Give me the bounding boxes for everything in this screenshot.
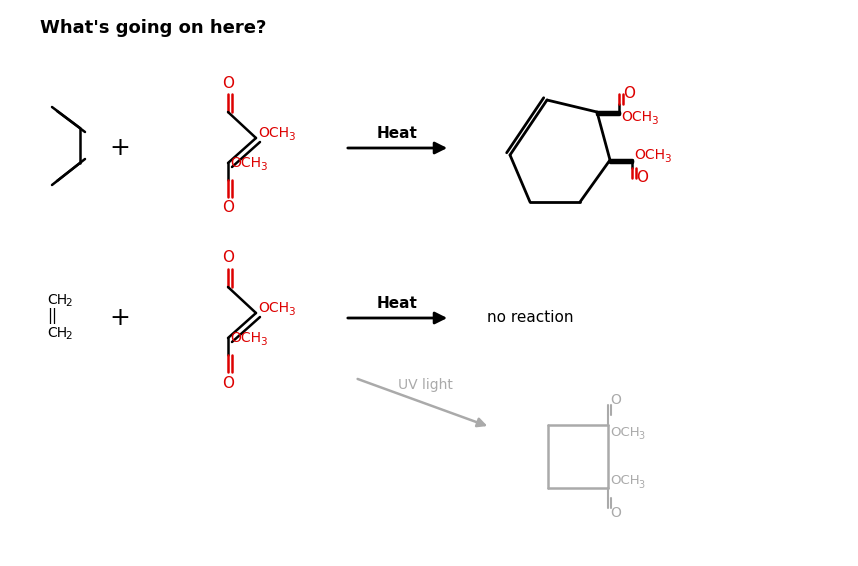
Text: OCH: OCH xyxy=(634,148,665,162)
Text: 3: 3 xyxy=(288,132,294,142)
Text: O: O xyxy=(222,251,234,265)
Text: Heat: Heat xyxy=(377,295,418,311)
Text: O: O xyxy=(222,375,234,391)
Text: O: O xyxy=(636,170,648,186)
Text: 3: 3 xyxy=(288,307,294,317)
Text: OCH: OCH xyxy=(258,301,289,315)
Text: UV light: UV light xyxy=(397,378,452,392)
Text: What's going on here?: What's going on here? xyxy=(40,19,266,37)
Text: CH: CH xyxy=(47,326,67,340)
Text: OCH: OCH xyxy=(230,331,261,345)
Text: OCH: OCH xyxy=(610,474,639,487)
Text: 2: 2 xyxy=(65,298,71,308)
Text: O: O xyxy=(611,506,621,520)
Text: O: O xyxy=(623,87,635,101)
Text: ||: || xyxy=(47,308,57,324)
Text: no reaction: no reaction xyxy=(486,311,573,325)
Text: 3: 3 xyxy=(260,337,267,347)
Text: O: O xyxy=(222,75,234,91)
Text: 2: 2 xyxy=(65,331,71,341)
Text: 3: 3 xyxy=(638,431,644,441)
Text: OCH: OCH xyxy=(621,110,652,124)
Text: OCH: OCH xyxy=(230,156,261,170)
Text: O: O xyxy=(222,200,234,216)
Text: OCH: OCH xyxy=(258,126,289,140)
Text: CH: CH xyxy=(47,293,67,307)
Text: 3: 3 xyxy=(260,162,267,172)
Text: O: O xyxy=(611,393,621,407)
Text: 3: 3 xyxy=(664,154,671,164)
Text: Heat: Heat xyxy=(377,126,418,140)
Text: +: + xyxy=(110,136,130,160)
Text: OCH: OCH xyxy=(610,426,639,439)
Text: +: + xyxy=(110,306,130,330)
Text: 3: 3 xyxy=(638,480,644,490)
Text: 3: 3 xyxy=(651,116,657,126)
